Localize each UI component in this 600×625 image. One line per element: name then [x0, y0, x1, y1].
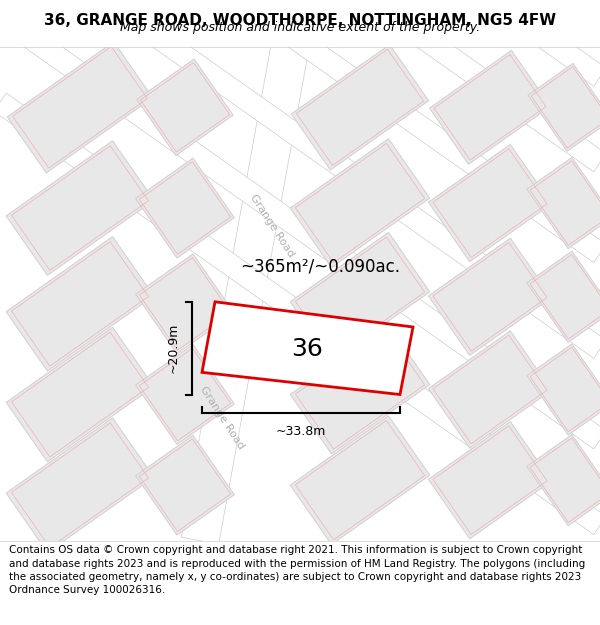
Polygon shape [0, 0, 600, 172]
Polygon shape [428, 144, 551, 262]
Polygon shape [527, 251, 600, 343]
Polygon shape [430, 51, 550, 164]
Polygon shape [292, 44, 428, 170]
Polygon shape [0, 0, 600, 262]
Text: 36, GRANGE ROAD, WOODTHORPE, NOTTINGHAM, NG5 4FW: 36, GRANGE ROAD, WOODTHORPE, NOTTINGHAM,… [44, 13, 556, 28]
Text: Grange Road: Grange Road [198, 384, 246, 451]
Polygon shape [181, 43, 308, 544]
Polygon shape [527, 434, 600, 526]
Text: Map shows position and indicative extent of the property.: Map shows position and indicative extent… [120, 21, 480, 34]
Polygon shape [290, 325, 430, 454]
Polygon shape [0, 0, 600, 86]
Polygon shape [136, 254, 235, 354]
Polygon shape [137, 59, 233, 156]
Polygon shape [0, 93, 600, 534]
Text: ~365m²/~0.090ac.: ~365m²/~0.090ac. [240, 258, 400, 276]
Polygon shape [428, 238, 551, 356]
Polygon shape [136, 158, 235, 258]
Text: ~33.8m: ~33.8m [276, 425, 326, 438]
Polygon shape [290, 232, 430, 361]
Polygon shape [290, 416, 430, 544]
Polygon shape [136, 435, 235, 535]
Polygon shape [6, 236, 154, 371]
Polygon shape [527, 158, 600, 249]
Polygon shape [290, 139, 430, 268]
Text: Grange Road: Grange Road [248, 193, 296, 259]
Polygon shape [6, 328, 154, 462]
Polygon shape [528, 63, 600, 151]
Polygon shape [428, 421, 551, 539]
Polygon shape [0, 8, 600, 449]
Polygon shape [202, 302, 413, 394]
Polygon shape [0, 0, 600, 358]
Text: ~20.9m: ~20.9m [167, 323, 180, 373]
Polygon shape [6, 141, 154, 276]
Polygon shape [6, 418, 154, 552]
Polygon shape [136, 344, 235, 444]
Polygon shape [7, 42, 153, 173]
Polygon shape [527, 344, 600, 435]
Text: Contains OS data © Crown copyright and database right 2021. This information is : Contains OS data © Crown copyright and d… [9, 545, 585, 595]
Polygon shape [428, 331, 551, 448]
Text: 36: 36 [292, 337, 323, 361]
